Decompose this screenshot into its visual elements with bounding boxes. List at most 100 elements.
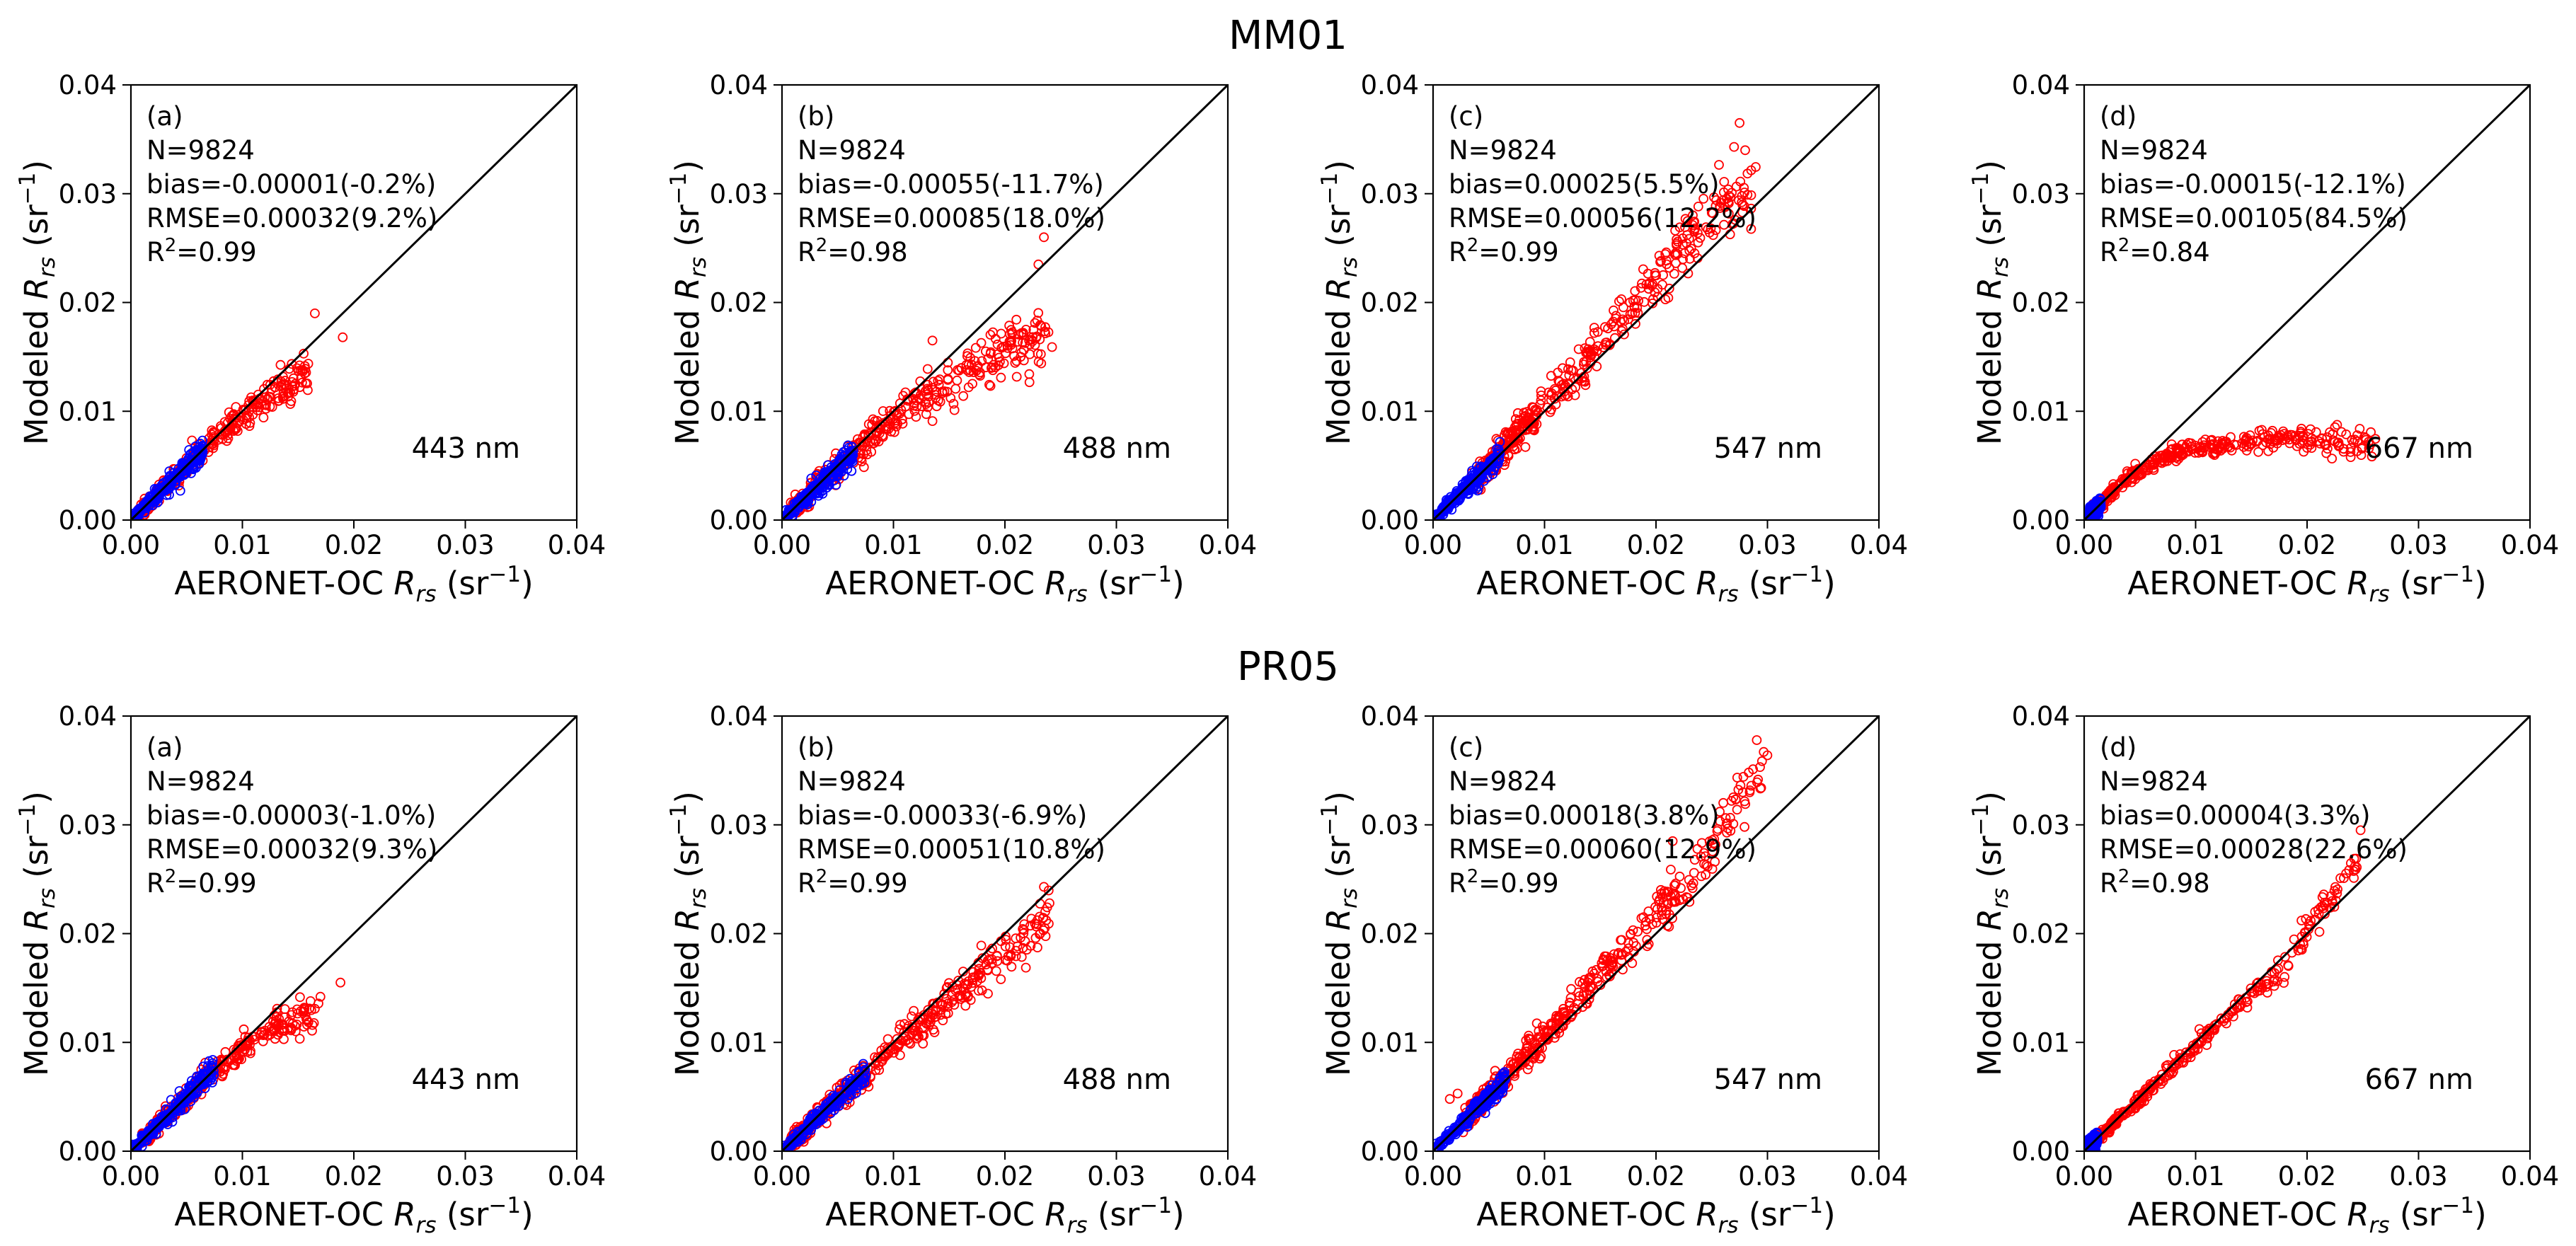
red-point bbox=[2238, 442, 2249, 452]
y-tick-label: 0.01 bbox=[2012, 396, 2070, 427]
points-group bbox=[131, 977, 346, 1151]
red-point bbox=[858, 462, 869, 473]
blue-point bbox=[181, 461, 192, 471]
y-tick-label: 0.03 bbox=[710, 179, 768, 209]
red-point bbox=[2275, 433, 2285, 443]
y-label-prefix: Modeled bbox=[18, 299, 55, 445]
y-label-close: ) bbox=[18, 160, 55, 173]
x-label-var: R bbox=[1045, 1196, 1066, 1233]
red-point bbox=[2283, 961, 2294, 971]
red-point bbox=[1024, 369, 1035, 379]
y-tick-label: 0.02 bbox=[59, 288, 117, 318]
red-point bbox=[1746, 224, 1756, 234]
blue-point bbox=[1470, 1106, 1480, 1116]
x-tick-label: 0.00 bbox=[2055, 530, 2113, 560]
red-point bbox=[1657, 902, 1667, 913]
scatter-panel: 0.000.000.010.010.020.020.030.030.040.04… bbox=[666, 701, 1257, 1238]
blue-point bbox=[190, 463, 201, 473]
red-point bbox=[1043, 327, 1054, 338]
y-tick-label: 0.01 bbox=[710, 396, 768, 427]
red-point bbox=[987, 954, 997, 964]
red-point bbox=[1569, 1003, 1579, 1013]
red-point bbox=[1730, 794, 1741, 804]
red-point bbox=[960, 1000, 971, 1011]
x-tick-label: 0.00 bbox=[102, 530, 160, 560]
x-label-close: ) bbox=[1823, 1196, 1836, 1233]
x-label-unit: (sr bbox=[1739, 565, 1791, 602]
red-point bbox=[1536, 395, 1546, 405]
red-point bbox=[1636, 913, 1647, 923]
scatter-panel: 0.000.000.010.010.020.020.030.030.040.04… bbox=[1968, 70, 2559, 607]
stat-r2: R2=0.99 bbox=[146, 235, 257, 267]
red-point bbox=[1038, 913, 1048, 923]
red-point bbox=[2103, 1124, 2113, 1135]
red-point bbox=[1667, 836, 1678, 846]
y-label-exp: −1 bbox=[1317, 173, 1342, 205]
red-point bbox=[2262, 434, 2273, 444]
red-point bbox=[1687, 883, 1698, 894]
x-label-sub: rs bbox=[1067, 1213, 1088, 1238]
red-point bbox=[1692, 228, 1703, 238]
scatter-panel: 0.000.000.010.010.020.020.030.030.040.04… bbox=[1317, 701, 1908, 1238]
red-point bbox=[963, 382, 974, 393]
y-tick-label: 0.03 bbox=[1361, 810, 1419, 841]
red-point bbox=[2202, 1033, 2213, 1044]
x-tick-label: 0.02 bbox=[976, 1161, 1034, 1192]
red-point bbox=[1609, 949, 1619, 959]
red-point bbox=[945, 393, 956, 403]
red-point bbox=[2345, 447, 2356, 457]
x-label-sub: rs bbox=[1067, 582, 1088, 607]
red-point bbox=[1047, 342, 1057, 352]
red-point bbox=[1026, 913, 1037, 924]
red-point bbox=[981, 362, 991, 373]
red-point bbox=[1684, 246, 1695, 256]
y-tick-label: 0.01 bbox=[1361, 1027, 1419, 1058]
red-point bbox=[1664, 921, 1674, 932]
stat-bias: bias=-0.00003(-1.0%) bbox=[146, 800, 436, 831]
wavelength-label: 443 nm bbox=[412, 432, 520, 465]
blue-point bbox=[1433, 512, 1442, 520]
stat-r2: R2=0.99 bbox=[798, 866, 908, 899]
panel-label: (b) bbox=[798, 732, 834, 763]
y-tick-label: 0.03 bbox=[710, 810, 768, 841]
y-label-var: R bbox=[1320, 908, 1357, 930]
red-point bbox=[1532, 1044, 1543, 1054]
red-point bbox=[1631, 318, 1640, 329]
red-point bbox=[1007, 343, 1018, 354]
red-point bbox=[949, 405, 960, 415]
red-point bbox=[1040, 326, 1050, 337]
y-tick-label: 0.02 bbox=[1361, 288, 1419, 318]
red-point bbox=[274, 396, 284, 406]
red-point bbox=[2330, 437, 2340, 447]
red-point bbox=[2191, 1038, 2202, 1049]
red-point bbox=[1729, 142, 1740, 152]
x-label-prefix: AERONET-OC bbox=[2127, 565, 2347, 602]
red-point bbox=[1647, 280, 1657, 291]
red-point bbox=[1012, 941, 1023, 952]
red-point bbox=[1637, 278, 1647, 289]
red-point bbox=[1520, 442, 1531, 452]
red-point bbox=[230, 1060, 241, 1071]
x-label-exp: −1 bbox=[1790, 562, 1823, 587]
red-point bbox=[1570, 382, 1581, 393]
red-point bbox=[2303, 429, 2313, 439]
red-point bbox=[911, 412, 921, 422]
x-axis-label: AERONET-OC Rrs (sr−1) bbox=[825, 1193, 1184, 1238]
red-point bbox=[2338, 446, 2349, 457]
x-tick-label: 0.04 bbox=[548, 1161, 606, 1192]
red-point bbox=[1689, 855, 1700, 865]
red-point bbox=[258, 1036, 268, 1046]
red-point bbox=[1746, 165, 1756, 175]
x-tick-label: 0.01 bbox=[864, 1161, 922, 1192]
red-point bbox=[2352, 446, 2362, 456]
y-tick-label: 0.04 bbox=[1361, 701, 1419, 732]
red-point bbox=[2272, 955, 2283, 966]
red-point bbox=[1680, 214, 1691, 224]
red-point bbox=[299, 348, 309, 359]
red-point bbox=[2229, 439, 2239, 450]
red-point bbox=[1011, 951, 1021, 962]
y-tick-label: 0.04 bbox=[59, 701, 117, 732]
red-point bbox=[2242, 996, 2253, 1007]
red-point bbox=[925, 1014, 936, 1025]
y-tick-label: 0.00 bbox=[710, 1136, 768, 1167]
